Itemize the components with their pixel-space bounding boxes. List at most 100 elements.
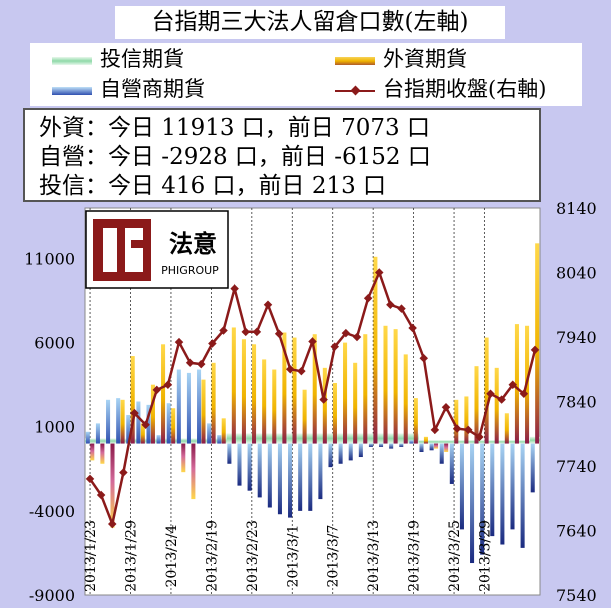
close-point [330, 342, 339, 351]
bar-dealer [449, 443, 454, 484]
bar-dealer [186, 372, 191, 444]
bar-foreign [161, 344, 166, 444]
close-point [408, 323, 417, 333]
logo-subtext: PHIGROUP [161, 264, 219, 277]
info-box: 外資：今日 11913 口，前日 7073 口 自營：今日 -2928 口，前日… [23, 108, 541, 202]
x-tick-label: 2013/3/29 [477, 520, 493, 592]
bar-trust [438, 440, 449, 444]
bar-trust [105, 438, 116, 444]
close-point [252, 327, 262, 337]
close-point [397, 304, 406, 313]
bar-foreign [140, 423, 145, 444]
bar-dealer [126, 414, 131, 444]
right-tick-label: 7640 [556, 522, 597, 541]
bar-foreign [292, 337, 297, 444]
bar-dealer [308, 443, 313, 511]
bar-trust [216, 438, 227, 444]
bar-trust [368, 433, 379, 444]
bar-dealer [470, 443, 475, 564]
bar-dealer [490, 443, 495, 537]
bar-foreign [221, 418, 226, 444]
close-point [197, 359, 206, 369]
bar-dealer [95, 423, 100, 444]
close-point [174, 337, 184, 347]
bar-foreign [181, 443, 186, 473]
left-tick-label: 6000 [34, 334, 75, 353]
bar-foreign [353, 362, 358, 444]
bar-dealer [136, 401, 141, 444]
bar-dealer [379, 443, 384, 447]
bar-dealer [166, 403, 171, 444]
bar-trust [186, 438, 197, 444]
x-tick-label: 2013/3/19 [407, 520, 423, 592]
close-point [486, 389, 495, 399]
bar-dealer [439, 443, 444, 464]
bar-dealer [520, 443, 525, 548]
bar-dealer [530, 443, 535, 493]
bar-trust [317, 433, 328, 444]
bar-foreign [373, 256, 378, 444]
bar-trust [287, 433, 298, 444]
bar-foreign [262, 359, 267, 444]
close-point [386, 300, 395, 309]
bar-dealer [156, 435, 161, 444]
x-tick-label: 2013/3/25 [447, 520, 463, 592]
bar-dealer [176, 369, 181, 444]
bar-trust [388, 433, 399, 444]
bar-foreign [474, 366, 479, 444]
x-tick-label: 2013/1/29 [124, 520, 140, 592]
info-foreign: 外資：今日 11913 口，前日 7073 口 [39, 115, 430, 141]
bar-trust [307, 433, 318, 444]
left-tick-label: 1000 [34, 418, 75, 437]
bar-trust [236, 433, 247, 444]
bar-foreign [535, 243, 540, 444]
bar-dealer [267, 443, 272, 508]
legend-item-trust: 投信期貨 [52, 45, 184, 73]
close-point [163, 380, 173, 389]
bar-foreign [201, 379, 206, 444]
bar-dealer [429, 443, 434, 451]
bar-dealer [348, 443, 353, 461]
x-tick-label: 2013/3/7 [326, 525, 342, 588]
bar-foreign [444, 443, 449, 452]
legend-item-dealer: 自營商期貨 [52, 75, 205, 103]
close-point [96, 490, 106, 500]
bar-foreign [272, 369, 277, 444]
x-tick-label: 2013/2/23 [245, 520, 261, 592]
info-dealer: 自營：今日 -2928 口，前日 -6152 口 [39, 144, 431, 170]
bar-trust [267, 433, 278, 444]
left-tick-label: -9000 [29, 586, 75, 605]
bar-trust [297, 433, 308, 444]
bar-foreign [363, 334, 368, 444]
bar-foreign [464, 396, 469, 444]
bar-foreign [312, 334, 317, 444]
bar-dealer [409, 440, 414, 444]
bar-trust [246, 433, 257, 444]
bar-trust [347, 433, 358, 444]
close-point [308, 337, 317, 346]
close-point [152, 385, 161, 395]
close-point [241, 327, 250, 337]
bar-dealer [368, 443, 373, 447]
bar-trust [428, 440, 439, 444]
bar-dealer [85, 431, 90, 444]
legend: 投信期貨 外資期貨 自營商期貨 台指期收盤(右軸) [30, 43, 582, 106]
bar-foreign [322, 367, 327, 444]
close-point [319, 395, 328, 404]
bar-dealer [459, 443, 464, 530]
legend-swatch-close [335, 85, 375, 95]
bar-dealer [217, 435, 222, 444]
bar-trust [196, 438, 207, 444]
bar-trust [165, 438, 176, 444]
close-point [185, 358, 195, 368]
right-tick-label: 7840 [556, 393, 597, 412]
bar-trust [277, 433, 288, 444]
chart-title: 台指期三大法人留倉口數(左軸) [115, 6, 505, 39]
close-point [375, 268, 384, 277]
x-tick-label: 2013/2/4 [164, 524, 180, 587]
bar-foreign [454, 399, 459, 444]
bar-dealer [318, 443, 323, 500]
bar-foreign [211, 362, 216, 444]
bar-trust [115, 438, 126, 444]
